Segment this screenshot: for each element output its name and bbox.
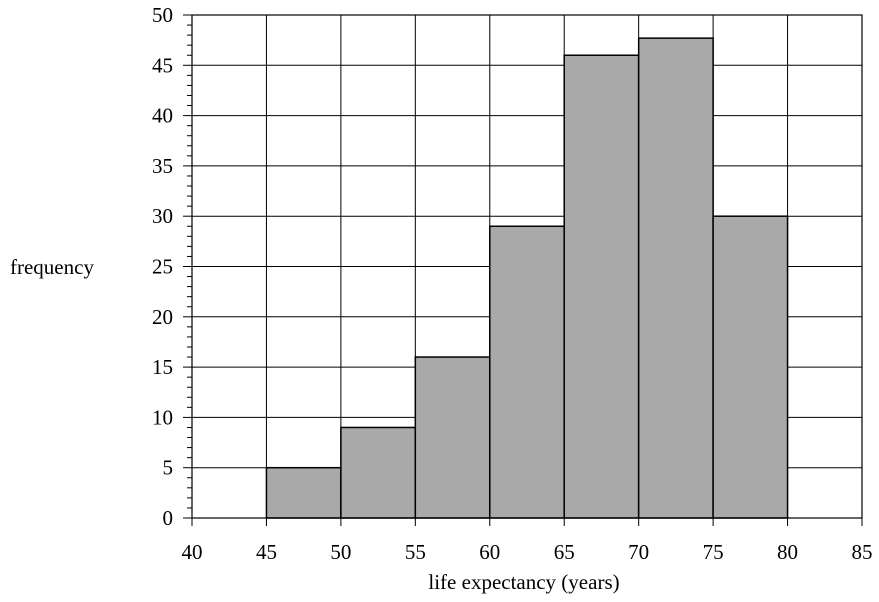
y-tick-label-10: 10 xyxy=(152,405,173,429)
x-tick-label-75: 75 xyxy=(703,540,724,564)
y-tick-label-0: 0 xyxy=(163,506,174,530)
x-tick-label-80: 80 xyxy=(777,540,798,564)
y-tick-label-15: 15 xyxy=(152,355,173,379)
x-tick-label-45: 45 xyxy=(256,540,277,564)
bar-70-75 xyxy=(637,37,714,519)
y-tick-label-5: 5 xyxy=(163,456,174,480)
bars xyxy=(265,37,789,519)
bar-75-80 xyxy=(712,215,789,519)
bar-65-70 xyxy=(563,54,640,519)
x-axis-title: life expectancy (years) xyxy=(428,570,619,594)
x-tick-label-40: 40 xyxy=(182,540,203,564)
y-tick-label-30: 30 xyxy=(152,204,173,228)
x-tick-label-65: 65 xyxy=(554,540,575,564)
x-tick-label-55: 55 xyxy=(405,540,426,564)
bar-45-50 xyxy=(265,466,342,519)
y-tick-label-40: 40 xyxy=(152,104,173,128)
axes xyxy=(183,14,863,526)
x-tick-label-85: 85 xyxy=(852,540,873,564)
bar-60-65 xyxy=(489,225,565,519)
y-tick-labels: 0 5 10 15 20 25 30 35 40 45 50 xyxy=(152,3,173,530)
y-tick-label-45: 45 xyxy=(152,53,173,77)
y-tick-label-20: 20 xyxy=(152,305,173,329)
x-tick-labels: 40 45 50 55 60 65 70 75 80 85 xyxy=(182,540,873,564)
x-tick-label-50: 50 xyxy=(330,540,351,564)
bar-50-55 xyxy=(340,426,417,519)
bar-55-60 xyxy=(414,356,491,519)
x-tick-label-70: 70 xyxy=(628,540,649,564)
y-axis-title: frequency xyxy=(10,255,94,279)
y-tick-label-50: 50 xyxy=(152,3,173,27)
y-tick-label-35: 35 xyxy=(152,154,173,178)
y-tick-label-25: 25 xyxy=(152,255,173,279)
x-tick-label-60: 60 xyxy=(479,540,500,564)
